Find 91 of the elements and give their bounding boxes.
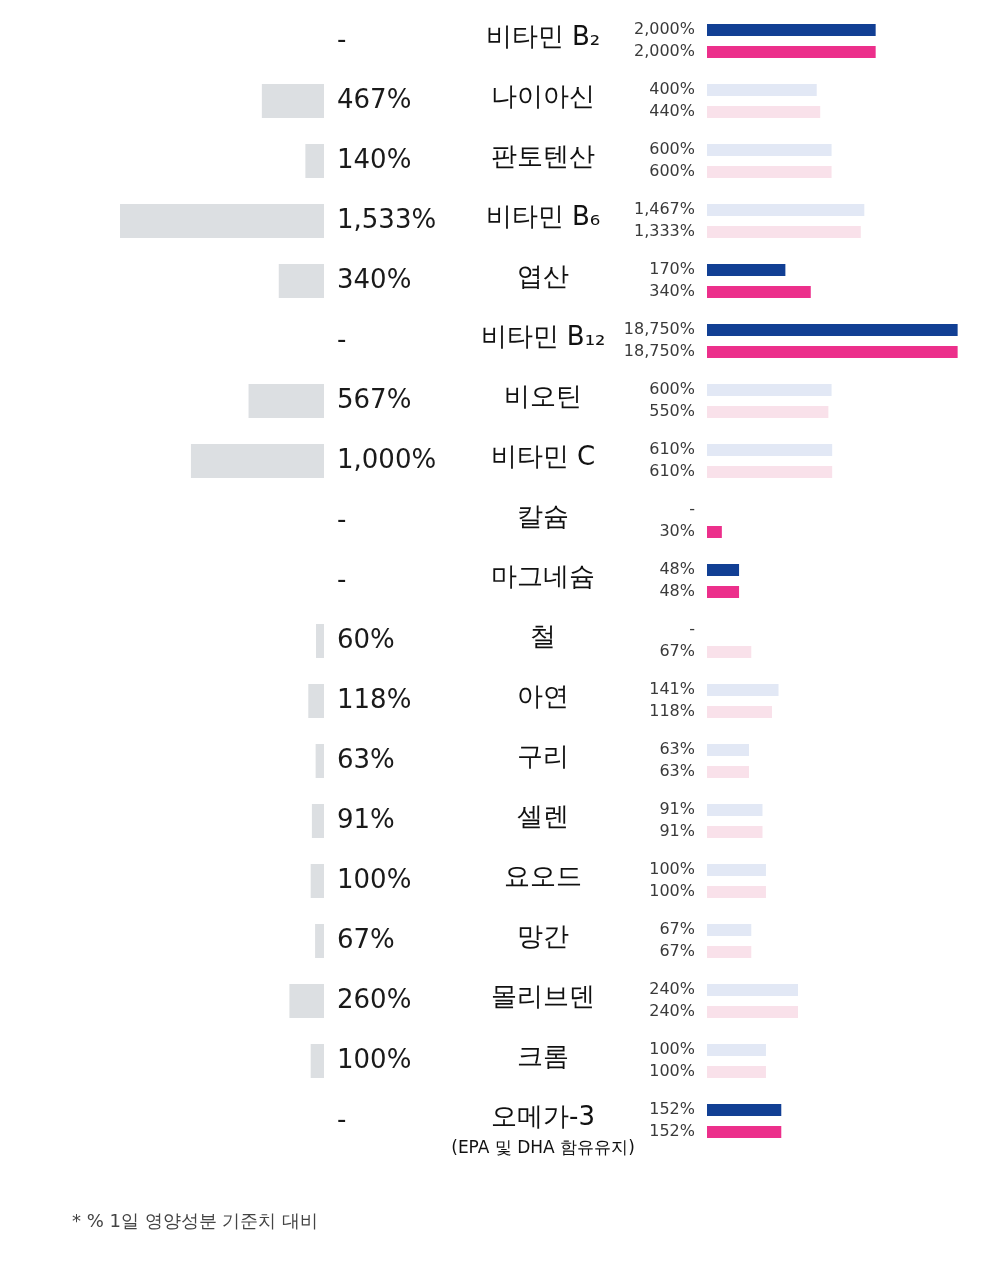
data-label: 400% [649,79,695,99]
data-label: 63% [337,743,395,774]
data-label: 1,533% [337,203,437,234]
data-label: 100% [649,859,695,879]
data-label: 67% [659,941,695,961]
y-tick-label: 몰리브덴 [491,980,595,1011]
data-label: 67% [337,923,395,954]
text: - [689,619,695,639]
data-label: 467% [337,83,412,114]
data-label: 340% [337,263,412,294]
data-label: 48% [659,559,695,579]
y-tick-label: 철 [530,620,556,651]
text: - [337,323,347,354]
text: * % 1일 영양성분 기준치 대비 [72,1209,319,1231]
bar [261,83,324,119]
data-label: 30% [659,521,695,541]
data-label: 260% [337,983,412,1014]
data-label: 91% [659,821,695,841]
data-label: 141% [649,679,695,699]
data-label: 118% [649,701,695,721]
data-label: 610% [649,461,695,481]
y-tick-label: 마그네슘 [491,560,595,591]
data-label: 600% [649,379,695,399]
data-label: 60% [337,623,395,654]
y-tick-label: 칼슘 [517,500,569,531]
data-label: 440% [649,101,695,121]
data-label: 91% [337,803,395,834]
data-label: 100% [337,1043,412,1074]
data-label: 100% [649,1039,695,1059]
bar [310,1043,324,1079]
data-label: 152% [649,1099,695,1119]
data-label: 100% [649,1061,695,1081]
data-label: 63% [659,739,695,759]
text: - [337,563,347,594]
data-label: 48% [659,581,695,601]
data-label: 63% [659,761,695,781]
bar [308,683,324,719]
bar [278,263,324,299]
data-label: 1,467% [633,199,695,219]
bar [120,203,324,239]
data-label: 18,750% [623,319,695,339]
data-label: 18,750% [623,341,695,361]
data-label: 1,333% [633,221,695,241]
y-tick-label: 망간 [517,920,569,951]
y-tick-label: 셀렌 [517,800,569,831]
data-label: 600% [649,139,695,159]
data-label: 340% [649,281,695,301]
y-tick-label: 오메가-3 (EPA 및 DHA 함유유지) [451,1100,635,1158]
y-tick-label: 비타민 B₁₂ [480,320,606,351]
bar [316,623,324,659]
data-label: 170% [649,259,695,279]
bar [190,443,324,479]
text: - [689,499,695,519]
y-tick-label: 비오틴 [504,380,582,411]
y-tick-label: 아연 [517,680,569,711]
data-label: 140% [337,143,412,174]
data-label: 67% [659,919,695,939]
data-label: 610% [649,439,695,459]
y-tick-label: 비타민 B₂ [485,20,601,51]
data-label: 600% [649,161,695,181]
bar [289,983,324,1019]
data-label: 91% [659,799,695,819]
data-label: 67% [659,641,695,661]
bar [315,923,324,959]
data-label: 100% [337,863,412,894]
data-label: 1,000% [337,443,437,474]
y-tick-label: 비타민 C [490,440,596,471]
y-tick-label: 요오드 [504,860,582,891]
bar [305,143,324,179]
bar [248,383,324,419]
data-label: 567% [337,383,412,414]
y-tick-label: 비타민 B₆ [485,200,601,231]
y-tick-label: 크롬 [517,1040,569,1071]
y-tick-label: 판토텐산 [491,140,595,171]
y-tick-label: 구리 [517,740,569,771]
data-label: 2,000% [633,19,695,39]
data-label: 240% [649,979,695,999]
bar [310,863,324,899]
data-label: 118% [337,683,412,714]
bar [315,743,324,779]
y-tick-label: 나이아신 [491,80,595,111]
data-label: 2,000% [633,41,695,61]
y-tick-label: 엽산 [517,260,569,291]
text: - [337,503,347,534]
text: - [337,1103,347,1134]
data-label: 550% [649,401,695,421]
text: - [337,23,347,54]
data-label: 240% [649,1001,695,1021]
bar [311,803,324,839]
data-label: 152% [649,1121,695,1141]
data-label: 100% [649,881,695,901]
